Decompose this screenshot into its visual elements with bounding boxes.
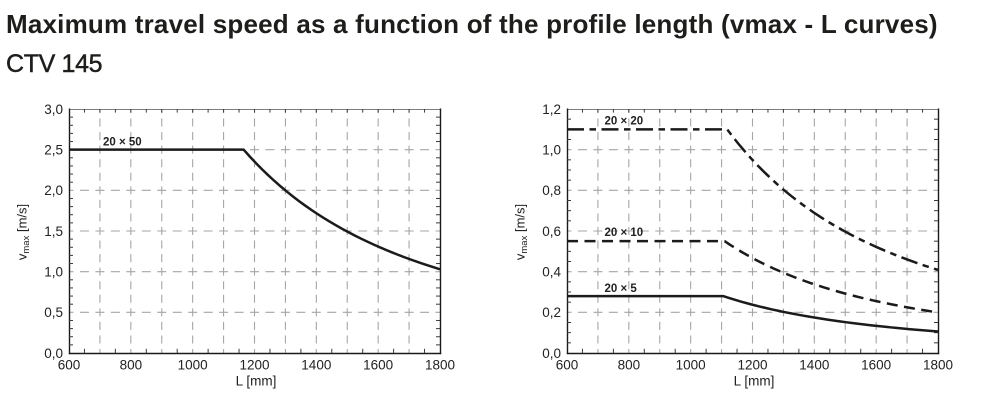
svg-text:0,2: 0,2 [542, 305, 561, 320]
svg-text:800: 800 [120, 358, 143, 373]
svg-text:1400: 1400 [301, 358, 331, 373]
svg-text:0,8: 0,8 [542, 183, 561, 198]
svg-text:L [mm]: L [mm] [236, 373, 277, 388]
svg-text:0,0: 0,0 [542, 346, 561, 361]
svg-text:1800: 1800 [425, 358, 455, 373]
svg-text:0,4: 0,4 [542, 264, 561, 279]
svg-text:1000: 1000 [676, 358, 706, 373]
svg-text:1000: 1000 [178, 358, 208, 373]
svg-text:800: 800 [618, 358, 641, 373]
svg-text:0,5: 0,5 [44, 305, 63, 320]
svg-text:1400: 1400 [799, 358, 829, 373]
svg-text:3,0: 3,0 [44, 102, 63, 117]
svg-text:0,0: 0,0 [44, 346, 63, 361]
svg-text:600: 600 [556, 358, 579, 373]
svg-text:L [mm]: L [mm] [734, 373, 775, 388]
svg-text:0,6: 0,6 [542, 224, 561, 239]
svg-text:1600: 1600 [363, 358, 393, 373]
svg-text:1,5: 1,5 [44, 224, 63, 239]
svg-text:vmax [m/s]: vmax [m/s] [513, 204, 531, 260]
svg-text:1600: 1600 [861, 358, 891, 373]
svg-text:1,0: 1,0 [44, 264, 63, 279]
svg-text:1200: 1200 [239, 358, 269, 373]
svg-text:2,5: 2,5 [44, 142, 63, 157]
svg-text:20 × 20: 20 × 20 [605, 115, 644, 127]
svg-text:1800: 1800 [923, 358, 953, 373]
svg-text:20 × 50: 20 × 50 [103, 136, 142, 148]
svg-text:1,2: 1,2 [542, 102, 561, 117]
svg-text:600: 600 [58, 358, 81, 373]
svg-text:1200: 1200 [737, 358, 767, 373]
svg-text:2,0: 2,0 [44, 183, 63, 198]
svg-text:20 × 5: 20 × 5 [605, 283, 638, 295]
svg-text:1,0: 1,0 [542, 142, 561, 157]
svg-text:vmax [m/s]: vmax [m/s] [15, 204, 33, 260]
svg-text:20 × 10: 20 × 10 [605, 227, 644, 239]
